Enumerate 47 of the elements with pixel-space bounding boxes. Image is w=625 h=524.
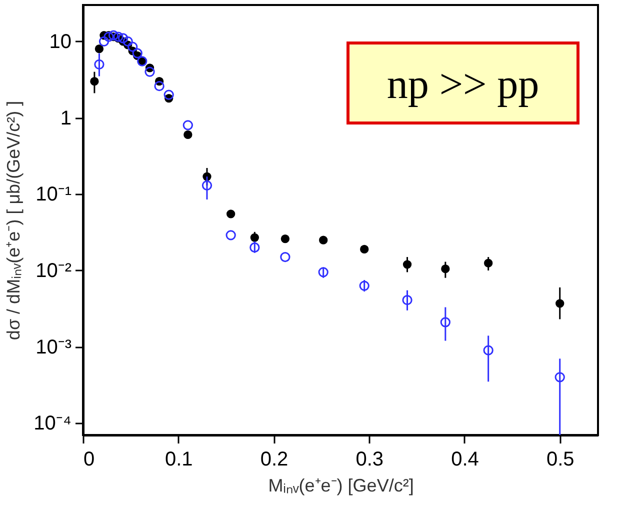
point [402, 260, 412, 269]
y-tick-label: 1 [60, 107, 72, 130]
point [94, 44, 104, 54]
x-tick-label: 0.5 [546, 448, 574, 470]
point [94, 59, 104, 70]
point [360, 244, 369, 254]
y-tick-label: 10 [49, 30, 72, 53]
point [441, 264, 450, 274]
x-tick-label: 0 [84, 448, 95, 470]
point [202, 180, 212, 190]
point [122, 36, 133, 46]
point [556, 299, 564, 308]
point [128, 42, 138, 52]
point [483, 345, 494, 356]
point [319, 236, 328, 244]
point [318, 267, 328, 278]
x-tick-label: 0.2 [260, 448, 288, 470]
y-tick-label: 10⁻⁴ [34, 412, 72, 435]
point [250, 242, 260, 253]
point [154, 81, 164, 92]
point [184, 130, 192, 140]
x-tick-label: 0.4 [451, 448, 479, 470]
y-tick-label: 10⁻¹ [36, 184, 72, 206]
point [402, 294, 412, 306]
point [164, 90, 174, 100]
annotation: np >> pp [386, 62, 540, 108]
point [250, 233, 259, 242]
x-tick-label: 0.1 [164, 448, 193, 470]
y-tick-label: 10⁻² [36, 260, 72, 282]
y-tick-label: 10⁻³ [36, 336, 72, 358]
point [226, 230, 236, 240]
x-tick-label: 0.3 [356, 448, 384, 470]
point [484, 258, 493, 268]
y-axis-title: dσ / dMᵢₙᵥ(e⁺e⁻) [ μb/(GeV/c²) ] [4, 100, 24, 340]
point [359, 280, 370, 291]
point [118, 33, 128, 44]
point [132, 48, 142, 58]
point [98, 36, 110, 46]
point [280, 252, 290, 262]
point [226, 210, 236, 218]
point [280, 234, 290, 244]
point [144, 66, 155, 77]
point [440, 317, 450, 328]
point [554, 372, 565, 382]
point [90, 77, 99, 86]
point [182, 120, 193, 130]
x-axis-title: Mᵢₙᵥ(e⁺e⁻) [GeV/c²] [268, 476, 414, 496]
